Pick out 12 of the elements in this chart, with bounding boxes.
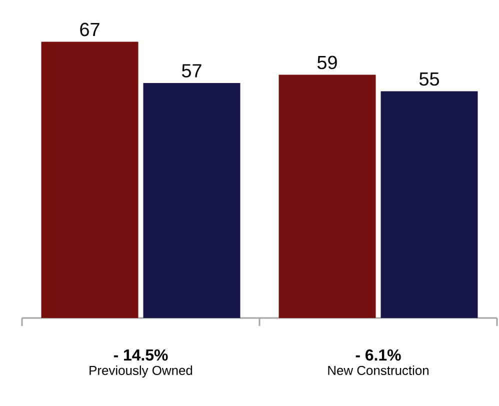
bar: [143, 82, 240, 318]
bar: [278, 74, 376, 318]
text: - 6.1%: [356, 349, 401, 361]
data-label: 57: [182, 64, 202, 78]
bar: [41, 42, 138, 318]
x-tick-label: New Construction: [328, 366, 428, 376]
data-label: 55: [419, 72, 439, 86]
x-tick-label: Previously Owned: [90, 366, 192, 378]
text: - 14.5%: [114, 349, 168, 361]
data-label: 59: [317, 56, 337, 70]
data-label: 67: [80, 22, 100, 36]
bar: [380, 91, 478, 318]
